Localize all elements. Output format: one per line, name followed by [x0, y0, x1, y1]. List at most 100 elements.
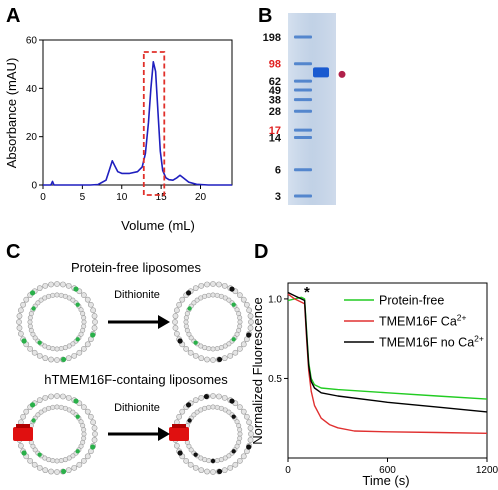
lipid-head: [221, 394, 228, 401]
lipid-head: [172, 325, 179, 331]
lipid-head: [240, 296, 247, 303]
lipid-head: [84, 408, 91, 415]
marker-label-28: 28: [269, 106, 281, 118]
marker-label-198: 198: [263, 32, 281, 44]
lipid-head: [81, 319, 87, 325]
lipid-head: [58, 292, 64, 298]
lipid-head: [16, 319, 22, 325]
lipid-head: [226, 453, 232, 459]
liposome-diagrams: [13, 281, 254, 475]
lipid-head: [210, 469, 216, 475]
liposome-protein-free-before: [16, 281, 98, 363]
lipid-head: [17, 330, 24, 337]
lipid-head: [91, 325, 98, 331]
lipid-head: [240, 341, 247, 348]
lipid-head: [78, 331, 84, 337]
nbd-lipid-inner: [231, 302, 236, 307]
marker-label-14: 14: [269, 133, 282, 145]
panel-d-annotation: *: [304, 284, 310, 301]
lipid-head: [66, 407, 72, 413]
marker-label-6: 6: [275, 165, 281, 177]
panel-a: A 0 5 10 15 20 0 20 40 60 Volume (mL) Absorbance…: [4, 5, 233, 233]
lipid-head: [62, 457, 68, 463]
lipid-head: [71, 352, 78, 359]
nbd-lipid-outer: [203, 393, 210, 400]
lipid-head: [54, 404, 60, 410]
lipid-head: [192, 464, 199, 471]
lipid-head: [214, 346, 220, 352]
x-tick-label: 15: [156, 192, 168, 203]
lipid-head: [194, 409, 200, 415]
liposome-protein-free-after: [172, 281, 254, 363]
nbd-lipid-outer: [246, 332, 252, 338]
nbd-lipid-outer: [21, 338, 27, 344]
tmem16f-protein: [169, 427, 189, 441]
panel-d-label: D: [254, 241, 268, 263]
y-tick-label: 0.5: [268, 374, 282, 385]
lipid-head: [179, 408, 186, 415]
lipid-head: [183, 319, 189, 325]
lipid-head: [76, 461, 83, 468]
lipid-head: [50, 404, 56, 410]
lipid-head: [236, 423, 242, 429]
lipid-head: [236, 457, 243, 464]
panel-a-xlabel: Volume (mL): [121, 218, 195, 233]
liposome-tmem16f-after: [169, 393, 254, 475]
lipid-head: [80, 292, 87, 299]
lipid-head: [27, 315, 33, 321]
lipid-head: [54, 292, 60, 298]
nbd-lipid-outer: [216, 356, 223, 363]
lipid-head: [216, 393, 222, 400]
lipid-head: [247, 325, 254, 331]
lipid-head: [20, 413, 27, 420]
highlight-box: [142, 51, 166, 196]
lipid-head: [80, 457, 87, 464]
protein-band: [313, 67, 329, 78]
lipid-head: [81, 323, 87, 329]
lipid-head: [198, 455, 204, 461]
panel-c: C Protein-free liposomes hTMEM16F-contai…: [6, 241, 254, 475]
lipid-head: [27, 323, 33, 329]
lipid-head: [227, 352, 234, 359]
lipid-head: [38, 297, 44, 303]
lipid-head: [240, 453, 247, 460]
lipid-head: [226, 297, 232, 303]
lipid-head: [236, 311, 242, 317]
x-tick-label: 10: [116, 192, 128, 203]
lipid-head: [198, 282, 205, 289]
lipid-head: [54, 346, 60, 352]
lipid-head: [248, 431, 254, 437]
lipid-head: [210, 404, 216, 410]
lipid-head: [90, 419, 97, 426]
lipid-head: [226, 341, 232, 347]
lipid-head: [58, 458, 64, 464]
lipid-head: [36, 464, 43, 471]
lipid-head: [65, 282, 72, 289]
lipid-head: [234, 443, 240, 449]
ladder-band-6: [294, 168, 312, 172]
lipid-head: [176, 413, 183, 420]
lipid-head: [50, 346, 56, 352]
lipid-head: [192, 352, 199, 359]
nbd-lipid-inner: [187, 418, 192, 423]
nbd-lipid-outer: [29, 402, 36, 408]
legend-label-1: TMEM16F Ca2+: [379, 313, 467, 329]
lipid-head: [194, 297, 200, 303]
lipid-head: [84, 296, 91, 303]
marker-label-62: 62: [269, 76, 281, 88]
nbd-lipid-inner: [231, 414, 236, 419]
marker-label-38: 38: [269, 95, 281, 107]
lipid-head: [54, 357, 60, 363]
y-tick-label: 0: [31, 181, 37, 192]
lipid-head: [70, 409, 76, 415]
lipid-head: [214, 404, 220, 410]
nbd-lipid-inner: [75, 414, 80, 419]
lipid-head: [31, 461, 38, 468]
lipid-head: [36, 352, 43, 359]
lipid-head: [226, 409, 232, 415]
nbd-lipid-inner: [231, 449, 236, 454]
lipid-head: [183, 345, 190, 352]
lipid-head: [17, 442, 24, 449]
lipid-head: [42, 394, 49, 401]
lipid-head: [210, 346, 216, 352]
